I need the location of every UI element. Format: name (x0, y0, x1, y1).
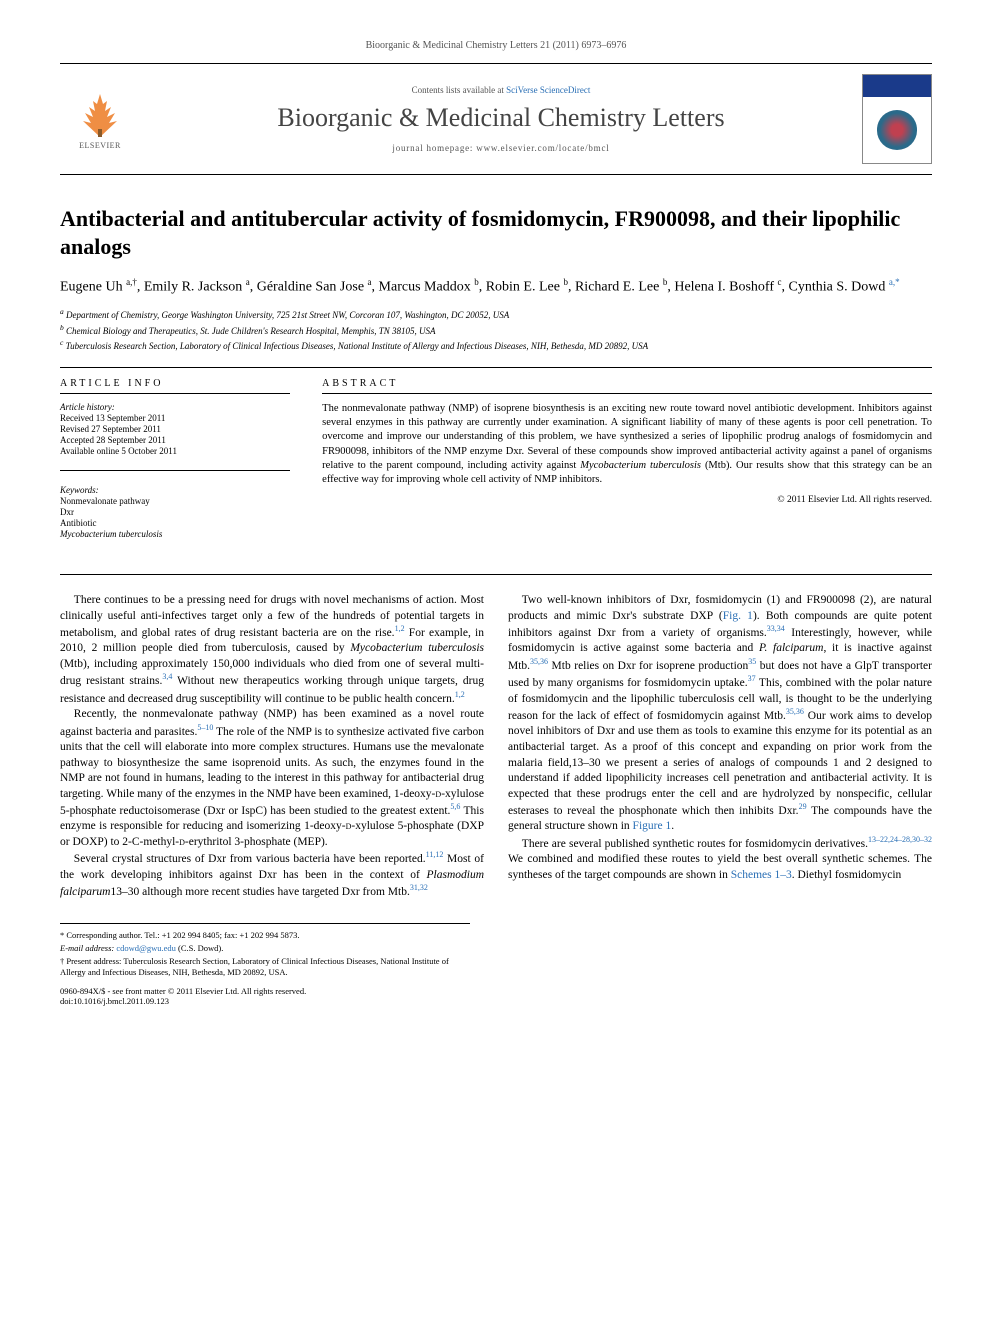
affiliation-line: a Department of Chemistry, George Washin… (60, 307, 932, 322)
cover-image (863, 75, 931, 163)
abstract-text: The nonmevalonate pathway (NMP) of isopr… (322, 402, 932, 487)
page-footer: 0960-894X/$ - see front matter © 2011 El… (60, 986, 470, 1006)
doi-line[interactable]: doi:10.1016/j.bmcl.2011.09.123 (60, 996, 306, 1006)
history-line: Received 13 September 2011 (60, 413, 290, 423)
publisher-logo-block: ELSEVIER (60, 89, 140, 150)
journal-cover-thumbnail (862, 74, 932, 164)
abstract-column: ABSTRACT The nonmevalonate pathway (NMP)… (304, 368, 932, 550)
keyword-line: Antibiotic (60, 518, 290, 528)
corresponding-author-note: * Corresponding author. Tel.: +1 202 994… (60, 930, 470, 941)
sciencedirect-link[interactable]: SciVerse ScienceDirect (506, 85, 590, 95)
info-abstract-row: ARTICLE INFO Article history: Received 1… (60, 367, 932, 550)
article-info-heading: ARTICLE INFO (60, 378, 290, 394)
body-paragraph: There continues to be a pressing need fo… (60, 593, 484, 707)
affiliation-line: b Chemical Biology and Therapeutics, St.… (60, 323, 932, 338)
keyword-line: Nonmevalonate pathway (60, 496, 290, 506)
article-body: There continues to be a pressing need fo… (60, 574, 932, 901)
affiliation-line: c Tuberculosis Research Section, Laborat… (60, 338, 932, 353)
keywords-label: Keywords: (60, 485, 290, 495)
author-list: Eugene Uh a,†, Emily R. Jackson a, Géral… (60, 276, 932, 297)
publisher-label: ELSEVIER (79, 141, 121, 150)
front-matter-line: 0960-894X/$ - see front matter © 2011 El… (60, 986, 306, 996)
history-line: Accepted 28 September 2011 (60, 435, 290, 445)
email-line: E-mail address: cdowd@gwu.edu (C.S. Dowd… (60, 943, 470, 954)
body-paragraph: Two well-known inhibitors of Dxr, fosmid… (508, 593, 932, 835)
footnotes: * Corresponding author. Tel.: +1 202 994… (60, 923, 470, 978)
citation-header: Bioorganic & Medicinal Chemistry Letters… (60, 40, 932, 51)
article-title: Antibacterial and antitubercular activit… (60, 205, 932, 260)
corresponding-email-link[interactable]: cdowd@gwu.edu (116, 943, 176, 953)
history-label: Article history: (60, 402, 290, 412)
body-paragraph: There are several published synthetic ro… (508, 835, 932, 883)
keywords-block: Keywords: Nonmevalonate pathwayDxrAntibi… (60, 470, 290, 539)
keyword-line: Mycobacterium tuberculosis (60, 529, 290, 539)
contents-prefix: Contents lists available at (412, 85, 506, 95)
present-address-note: † Present address: Tuberculosis Research… (60, 956, 470, 978)
homepage-line: journal homepage: www.elsevier.com/locat… (140, 143, 862, 153)
abstract-heading: ABSTRACT (322, 378, 932, 394)
body-paragraph: Recently, the nonmevalonate pathway (NMP… (60, 707, 484, 850)
body-paragraph: Several crystal structures of Dxr from v… (60, 850, 484, 900)
homepage-url[interactable]: www.elsevier.com/locate/bmcl (476, 143, 609, 153)
abstract-copyright: © 2011 Elsevier Ltd. All rights reserved… (322, 495, 932, 505)
email-name: (C.S. Dowd). (178, 943, 223, 953)
journal-masthead: ELSEVIER Contents lists available at Sci… (60, 63, 932, 175)
email-label: E-mail address: (60, 943, 114, 953)
elsevier-tree-icon (75, 89, 125, 139)
journal-name: Bioorganic & Medicinal Chemistry Letters (140, 103, 862, 133)
homepage-prefix: journal homepage: (392, 143, 476, 153)
affiliations: a Department of Chemistry, George Washin… (60, 307, 932, 353)
masthead-center: Contents lists available at SciVerse Sci… (140, 85, 862, 153)
keyword-line: Dxr (60, 507, 290, 517)
history-line: Available online 5 October 2011 (60, 446, 290, 456)
history-line: Revised 27 September 2011 (60, 424, 290, 434)
footer-left: 0960-894X/$ - see front matter © 2011 El… (60, 986, 306, 1006)
contents-available-line: Contents lists available at SciVerse Sci… (140, 85, 862, 95)
article-info-column: ARTICLE INFO Article history: Received 1… (60, 368, 304, 550)
